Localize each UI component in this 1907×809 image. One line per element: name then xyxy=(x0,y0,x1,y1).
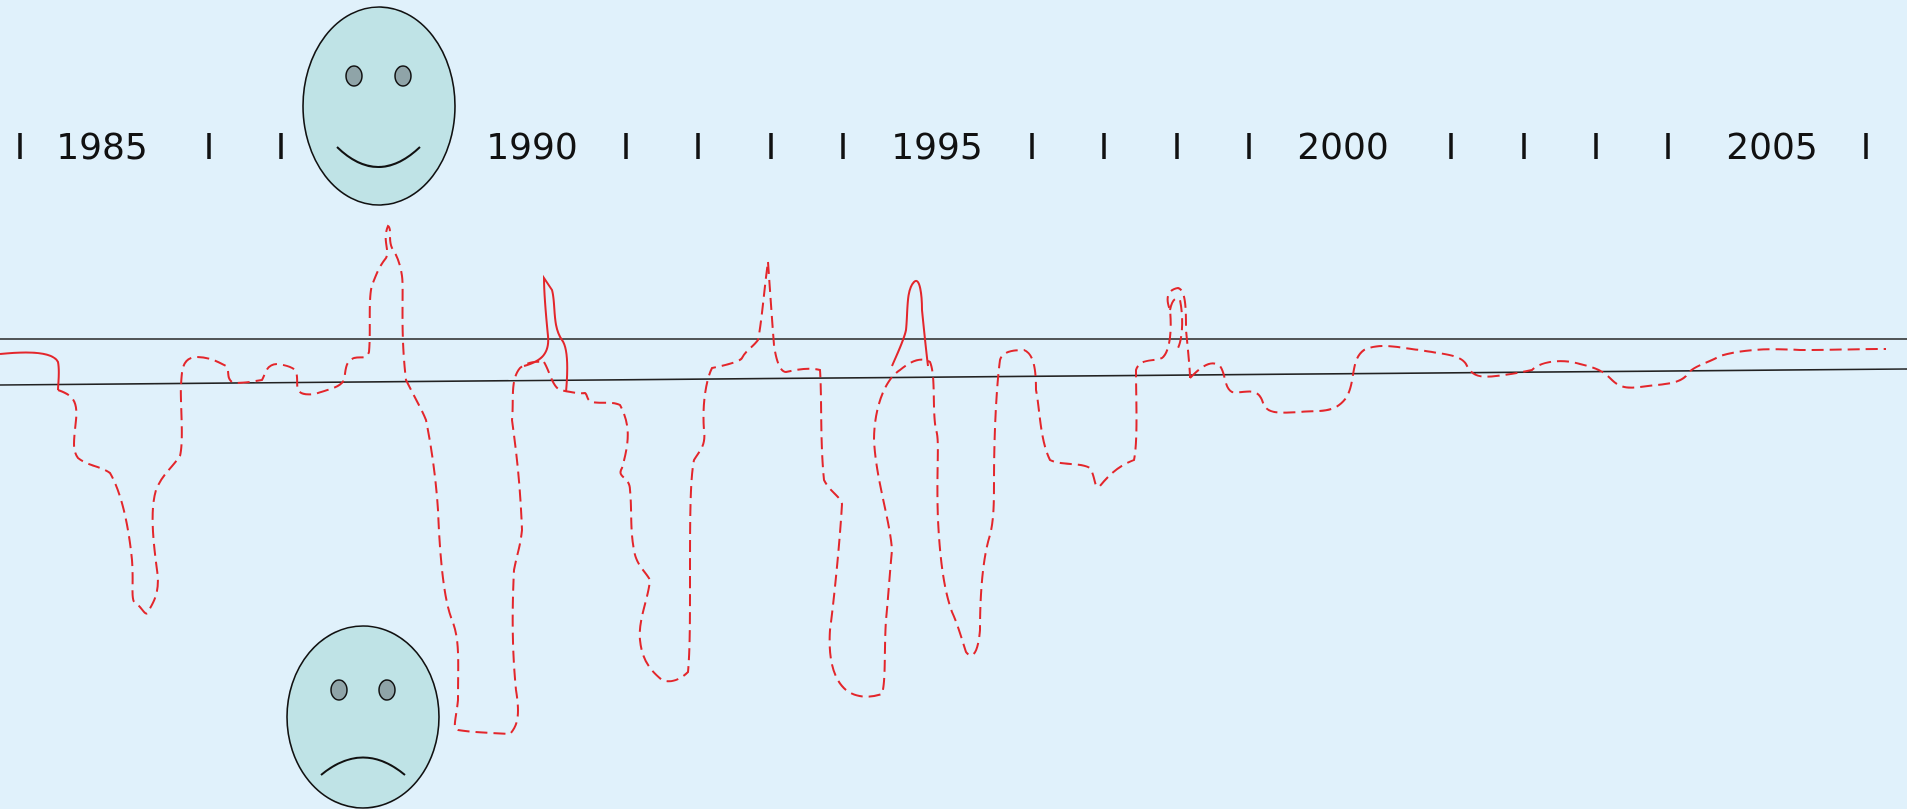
sad-face xyxy=(286,625,440,809)
year-label-2000: 2000 xyxy=(1297,127,1389,168)
happy-face xyxy=(302,6,456,206)
sad-face-right-eye xyxy=(378,679,396,701)
year-label-1990: 1990 xyxy=(486,127,578,168)
trace-dashed-segment xyxy=(57,224,545,736)
year-label-1985: 1985 xyxy=(56,127,148,168)
timeline-ticks xyxy=(18,133,1868,159)
year-label-2005: 2005 xyxy=(1726,127,1818,168)
sad-face-left-eye xyxy=(330,679,348,701)
trace-dashed-segment xyxy=(1169,297,1184,349)
trace-dashed-segment xyxy=(543,261,769,683)
happy-face-right-eye xyxy=(394,65,412,87)
trace-dashed-segment xyxy=(767,261,1191,698)
happy-face-left-eye xyxy=(345,65,363,87)
trace-solid-segment xyxy=(891,279,929,367)
sad-face-frown xyxy=(320,756,406,776)
year-label-1995: 1995 xyxy=(891,127,983,168)
reference-lines xyxy=(0,338,1907,386)
trace-solid-segment xyxy=(523,274,569,393)
trace-dashed-segment xyxy=(1189,344,1887,414)
happy-face-head xyxy=(302,6,456,206)
trace-line xyxy=(0,224,1887,736)
happy-face-smile xyxy=(336,146,421,168)
trace-solid-segment xyxy=(0,351,60,391)
sloped-trend-line xyxy=(0,368,1907,386)
year-labels: 1985 1990 1995 2000 2005 xyxy=(56,127,1818,168)
sad-face-head xyxy=(286,625,440,809)
